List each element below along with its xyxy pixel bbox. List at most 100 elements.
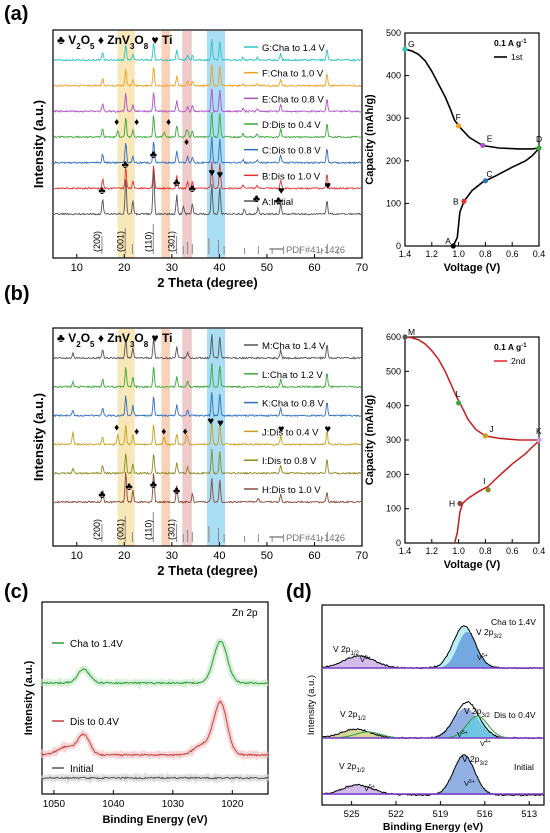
fit-peak-area <box>322 716 544 738</box>
phase-marker: ♣ <box>150 149 157 161</box>
peak-label: V 2p3/2 <box>464 706 491 719</box>
highlight-band <box>207 31 226 258</box>
state-point <box>536 145 542 151</box>
x-tick-label: 525 <box>344 809 360 820</box>
state-point <box>480 142 486 149</box>
valence-label: V5+ <box>364 784 375 793</box>
state-point <box>461 198 467 204</box>
state-point <box>482 178 488 184</box>
state-point <box>456 400 462 406</box>
phase-marker: ♥ <box>278 185 285 197</box>
phase-marker: ♥ <box>325 180 332 192</box>
highlight-band <box>182 31 192 258</box>
state-point-label: M <box>408 327 415 337</box>
y-axis-title: Capacity (mAh/g) <box>364 94 376 185</box>
fit-peak-area <box>322 656 544 668</box>
x-tick-label: 522 <box>388 809 404 820</box>
peak-label: V 2p1/2 <box>333 644 360 657</box>
x-tick-label: 40 <box>213 550 225 562</box>
phase-marker: ♦ <box>161 426 166 437</box>
phase-marker: ♣ <box>98 185 105 197</box>
highlight-band <box>161 329 170 546</box>
plot-frame <box>52 29 363 259</box>
y-tick-label: 300 <box>386 113 401 123</box>
peak-label: V 2p1/2 <box>340 709 367 722</box>
state-point <box>485 487 491 493</box>
y-tick-label: 500 <box>386 366 401 376</box>
xrd-series-line <box>53 63 362 88</box>
gcd-curve-outline <box>404 336 540 544</box>
y-tick-label: 0 <box>396 538 401 548</box>
phase-marker: ♣ <box>150 479 157 491</box>
peak-label: V 2p3/2 <box>462 754 489 767</box>
legend-label: L:Cha to 1.2 V <box>262 370 323 381</box>
x-tick-label: 60 <box>308 550 320 562</box>
gcd-legend-title: 0.1 A g-1 <box>494 342 527 352</box>
x-tick-label: 0.6 <box>506 249 519 259</box>
state-point <box>457 500 463 507</box>
phase-marker: ♣ <box>98 489 105 501</box>
x-tick-label: 40 <box>213 262 225 274</box>
xps-series-line <box>41 776 269 780</box>
panel-a: G:Cha to 1.4 V F:Cha to 1.0 V E:Cha to 0.8… <box>4 3 545 290</box>
state-point-label: E <box>487 133 493 143</box>
spectrum-label: Cha to 1.4V <box>491 617 536 627</box>
legend-label: B:Dis to 1.0 V <box>262 171 321 182</box>
state-point-label: H <box>449 499 455 509</box>
xrd-series-line <box>53 448 362 475</box>
gcd-legend-label: 2nd <box>511 356 525 366</box>
state-point-label: J <box>489 424 493 434</box>
state-point-label: K <box>536 426 542 436</box>
fit-peak-area <box>322 730 544 738</box>
xrd-series-line <box>53 421 362 447</box>
x-axis-title: 2 Theta (degree) <box>157 275 257 290</box>
phase-legend: ♣ V2O5 ♦ ZnV3O8 ♥ Ti <box>57 33 172 51</box>
legend-label: I:Dis to 0.8 V <box>262 456 317 467</box>
phase-legend: ♣ V2O5 ♦ ZnV3O8 ♥ Ti <box>57 331 172 349</box>
state-point-label: D <box>536 134 542 144</box>
xps-series-line <box>41 700 269 757</box>
phase-marker: ♦ <box>114 117 119 128</box>
hkl-label: (110) <box>143 232 153 252</box>
phase-marker: ♥ <box>209 167 216 179</box>
x-tick-label: 513 <box>521 809 537 820</box>
hkl-label: (200) <box>92 519 102 540</box>
phase-marker: ♥ <box>278 423 285 435</box>
y-axis-title: Intensity (a.u.) <box>306 675 317 735</box>
x-tick-label: 50 <box>261 550 273 562</box>
phase-marker: ♥ <box>325 423 332 435</box>
x-tick-label: 1.0 <box>452 249 465 259</box>
plot-frame <box>41 601 269 795</box>
x-axis-title: 2 Theta (degree) <box>157 563 257 578</box>
x-tick-label: 10 <box>71 262 83 274</box>
y-axis-title: Intensity (a.u.) <box>31 100 46 188</box>
hkl-label: (301) <box>167 519 177 540</box>
y-tick-label: 500 <box>386 28 401 38</box>
state-point-label: I <box>483 476 485 486</box>
xrd-series-line <box>53 160 362 190</box>
x-tick-label: 1.2 <box>426 249 439 259</box>
x-tick-label: 70 <box>356 262 368 274</box>
legend-label: C:Dis to 0.8 V <box>262 146 321 157</box>
state-point-label: C <box>486 169 492 179</box>
reference-label: PDF#41-1426 <box>286 245 345 256</box>
plot-frame <box>52 327 363 547</box>
hkl-label: (301) <box>167 231 177 252</box>
xrd-series-line <box>53 136 362 165</box>
legend-label: J:Dis to 0.4 V <box>262 427 319 438</box>
x-tick-label: 1050 <box>43 799 66 810</box>
gcd-curve <box>404 48 541 247</box>
panel-d: V 2p1/2 V 2p3/2 V5+ V5+ Cha to 1.4V V 2p1/2 V … <box>286 581 545 833</box>
legend-label: Dis to 0.4V <box>70 717 119 728</box>
panel-label: (d) <box>286 581 312 603</box>
phase-marker: ♣ <box>173 177 180 189</box>
y-tick-label: 100 <box>386 198 401 208</box>
x-tick-label: 1030 <box>162 799 185 810</box>
phase-marker: ♦ <box>134 117 139 128</box>
x-tick-label: 1.4 <box>399 546 412 556</box>
x-tick-label: 516 <box>477 809 493 820</box>
state-point-label: F <box>456 112 461 122</box>
xps-series-line <box>41 640 269 685</box>
legend-label: Cha to 1.4V <box>70 639 123 650</box>
